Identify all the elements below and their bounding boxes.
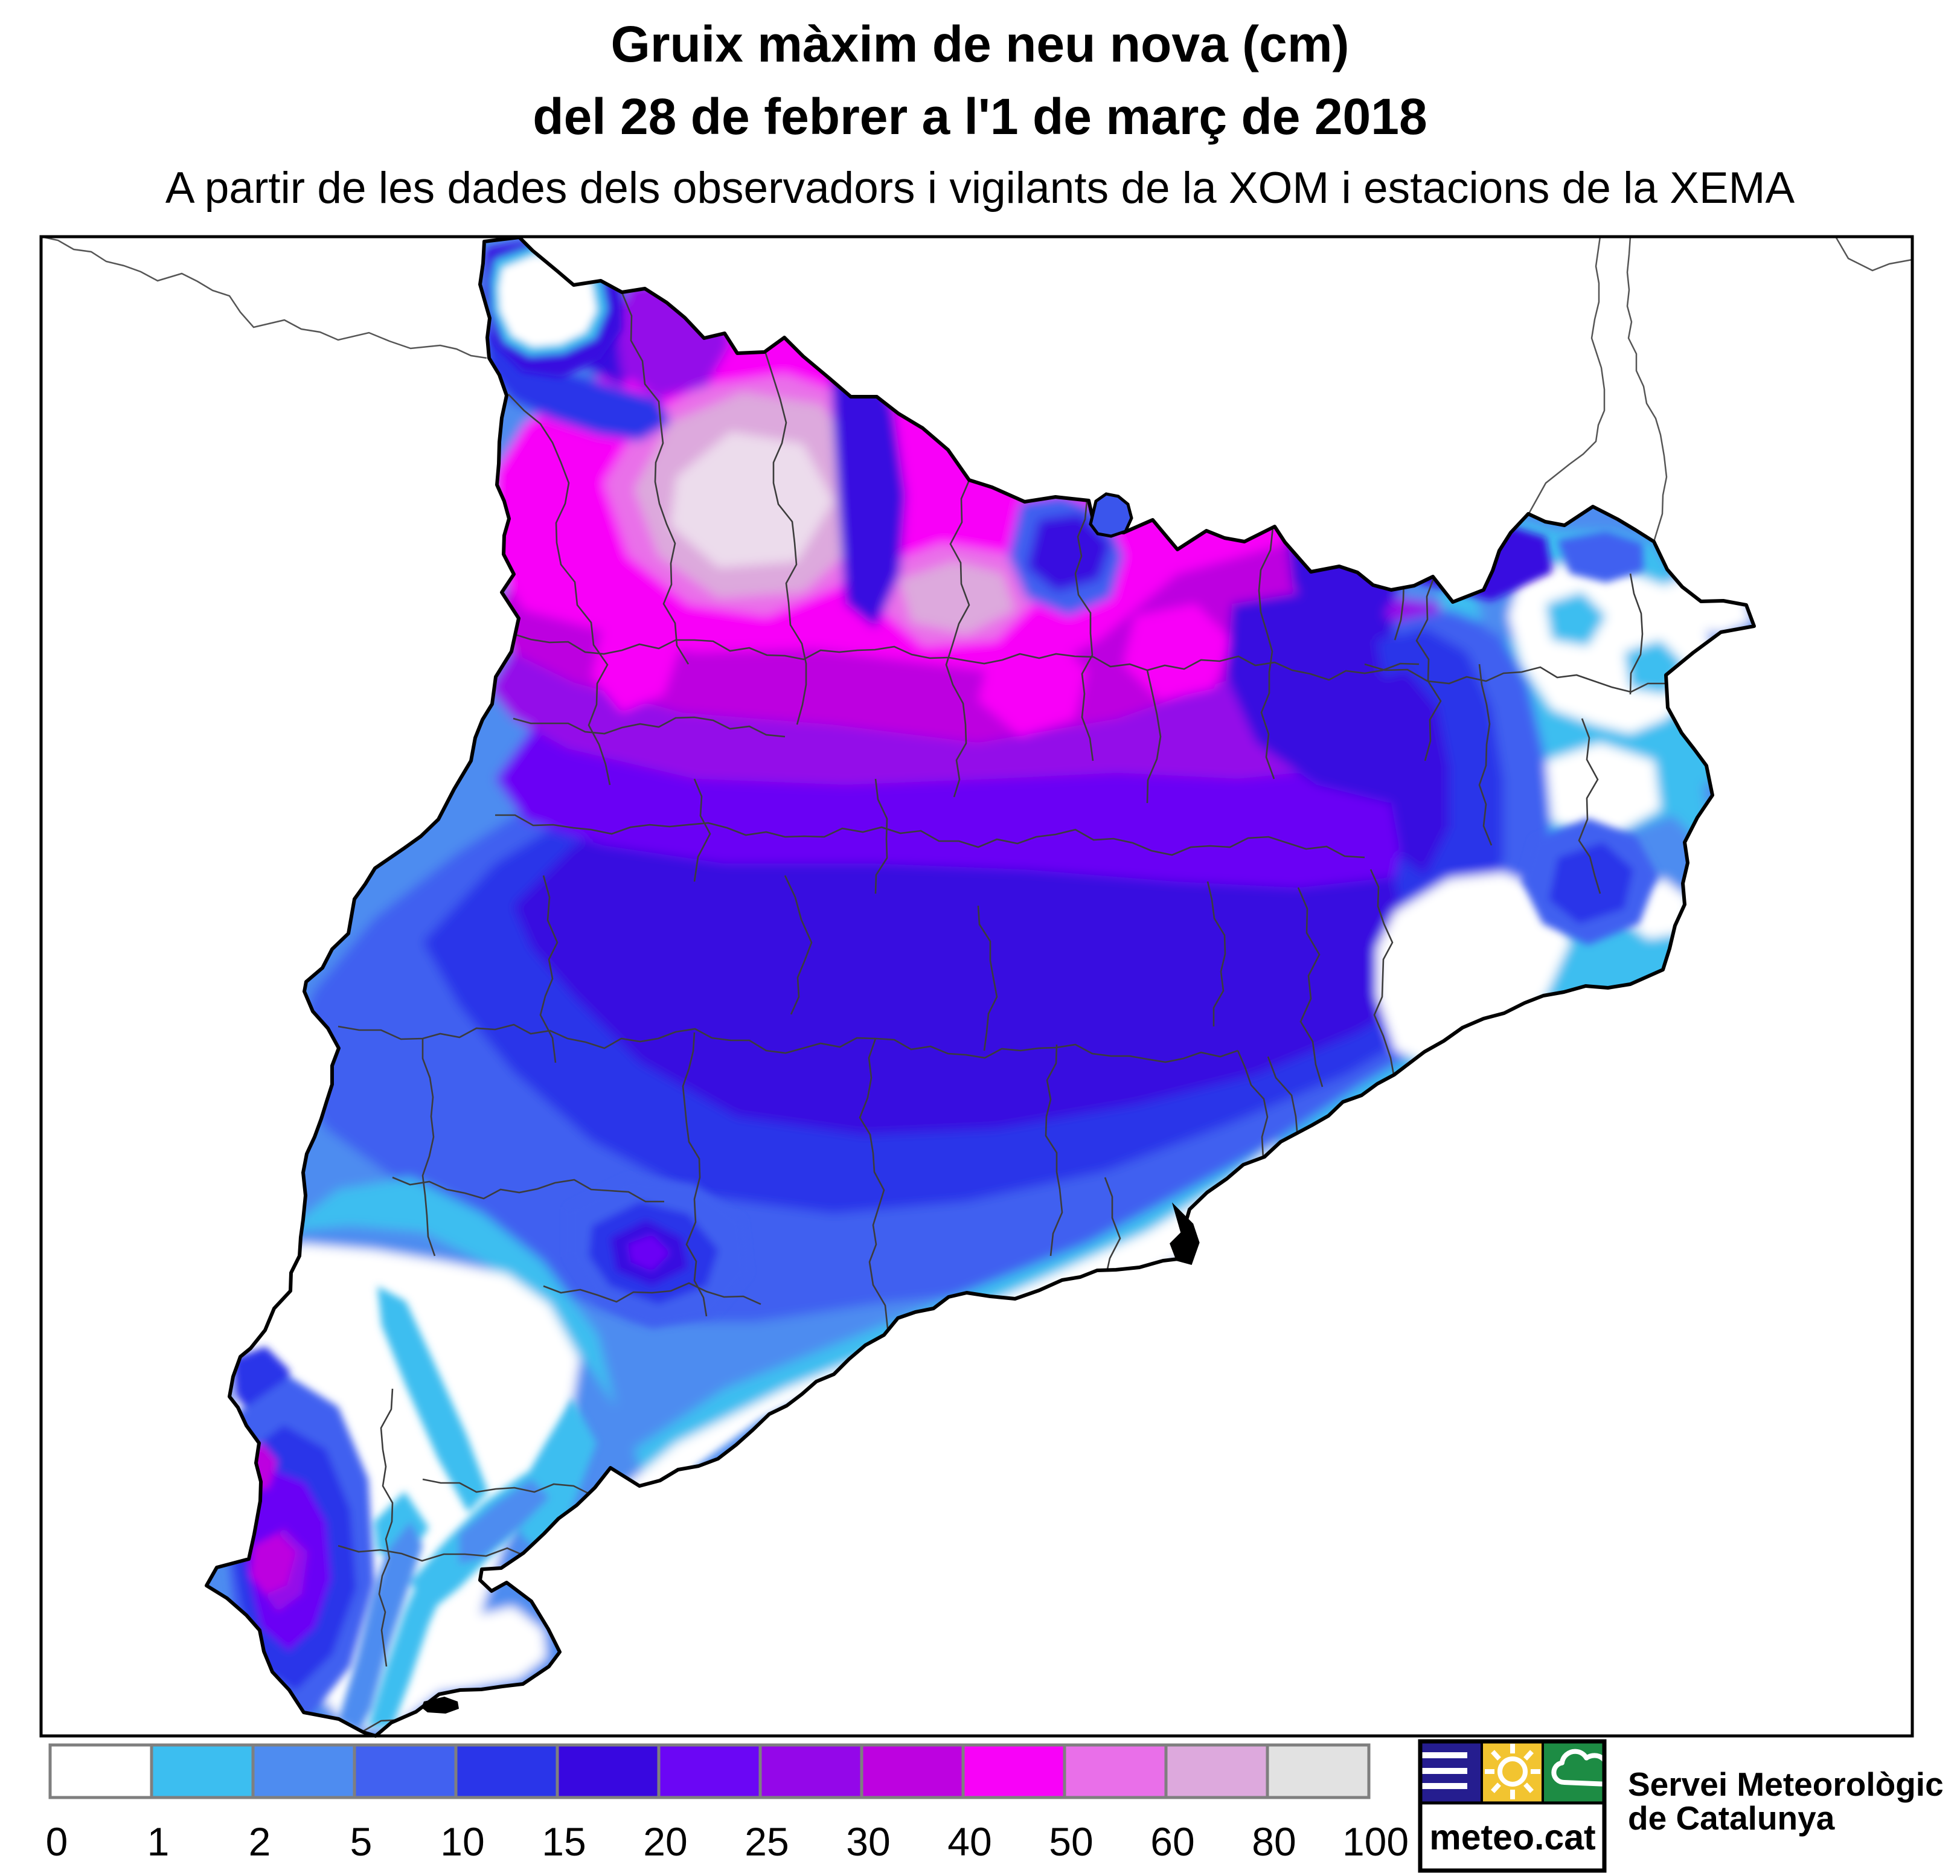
- svg-text:5: 5: [350, 1819, 373, 1864]
- svg-text:Servei Meteorològic: Servei Meteorològic: [1628, 1766, 1944, 1803]
- svg-text:A partir de les dades dels obs: A partir de les dades dels observadors i…: [165, 164, 1795, 213]
- svg-text:100: 100: [1342, 1819, 1409, 1864]
- svg-text:25: 25: [745, 1819, 789, 1864]
- svg-text:Gruix màxim de neu nova (cm): Gruix màxim de neu nova (cm): [610, 16, 1349, 72]
- svg-text:30: 30: [846, 1819, 890, 1864]
- svg-text:de Catalunya: de Catalunya: [1628, 1799, 1835, 1837]
- svg-text:meteo.cat: meteo.cat: [1429, 1817, 1595, 1857]
- svg-text:40: 40: [947, 1819, 991, 1864]
- svg-text:10: 10: [440, 1819, 484, 1864]
- svg-text:50: 50: [1049, 1819, 1093, 1864]
- svg-text:2: 2: [249, 1819, 271, 1864]
- svg-text:15: 15: [542, 1819, 586, 1864]
- svg-text:0: 0: [46, 1819, 68, 1864]
- svg-text:1: 1: [147, 1819, 170, 1864]
- svg-text:60: 60: [1150, 1819, 1194, 1864]
- svg-text:20: 20: [643, 1819, 687, 1864]
- svg-text:80: 80: [1252, 1819, 1296, 1864]
- svg-text:del 28 de febrer a l'1 de març: del 28 de febrer a l'1 de març de 2018: [533, 88, 1427, 145]
